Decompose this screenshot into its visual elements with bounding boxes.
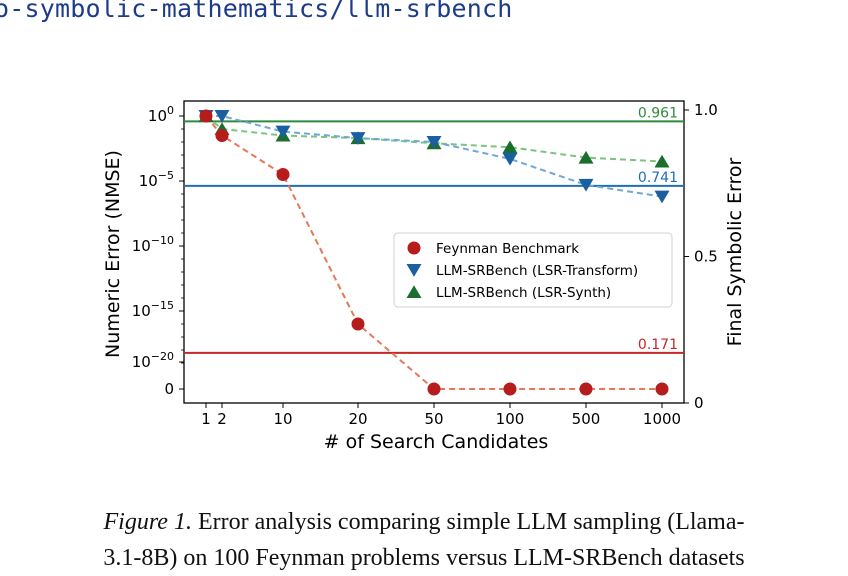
- data-point: [275, 125, 291, 139]
- repository-url: o-symbolic-mathematics/llm-srbench: [0, 0, 513, 23]
- data-point: [427, 382, 441, 396]
- x-tick-label: 100: [496, 410, 525, 428]
- data-point: [654, 190, 670, 204]
- reference-label-0.741: 0.741: [638, 170, 678, 186]
- error-analysis-chart: 0.961 0.741 0.171 1 2 10 20 50 100 500 1000 100 10−5…: [102, 100, 746, 453]
- series-line-1: [206, 115, 663, 198]
- data-point: [579, 382, 593, 396]
- figure-label: Figure 1.: [103, 509, 192, 535]
- figure-caption: Figure 1. Error analysis comparing simpl…: [0, 504, 848, 576]
- data-point: [214, 110, 230, 123]
- x-tick-label: 500: [572, 410, 601, 428]
- y2-tick-label: 0: [694, 394, 704, 412]
- x-tick-label: 2: [217, 410, 227, 428]
- data-point: [276, 168, 290, 181]
- data-point: [199, 109, 213, 123]
- y2-axis-label: Final Symbolic Error: [724, 157, 746, 346]
- legend-label: Feynman Benchmark: [436, 241, 579, 257]
- x-tick-label: 1000: [643, 410, 681, 428]
- x-tick-label: 20: [348, 410, 367, 428]
- y2-tick-label: 1.0: [694, 101, 718, 119]
- legend-marker: [406, 285, 422, 298]
- data-point: [502, 140, 518, 154]
- y-tick-label: 100: [148, 104, 174, 125]
- reference-label-0.171: 0.171: [638, 337, 678, 353]
- data-point: [578, 178, 594, 192]
- x-tick-label: 10: [273, 410, 292, 428]
- data-point: [426, 136, 442, 149]
- data-point: [654, 154, 670, 168]
- legend-marker: [407, 241, 421, 255]
- reference-label-0.961: 0.961: [638, 105, 678, 121]
- y-tick-label: 0: [164, 380, 174, 398]
- x-tick-label: 1: [201, 410, 211, 428]
- data-point: [578, 150, 594, 164]
- caption-text-1: Error analysis comparing simple LLM samp…: [197, 509, 745, 535]
- x-axis-label: # of Search Candidates: [324, 431, 549, 453]
- y-tick-label: 10−5: [139, 169, 174, 190]
- y-tick-label: 10−10: [132, 234, 174, 255]
- data-point: [502, 152, 518, 166]
- y-tick-label: 10−15: [132, 299, 174, 320]
- y-axis-label: Numeric Error (NMSE): [102, 150, 124, 358]
- data-point: [351, 317, 365, 331]
- data-point: [215, 129, 229, 142]
- caption-line-1: Figure 1. Error analysis comparing simpl…: [0, 504, 848, 540]
- legend-marker: [406, 264, 422, 277]
- y-tick-label: 10−20: [132, 350, 174, 371]
- data-point: [503, 382, 517, 396]
- legend-label: LLM-SRBench (LSR-Synth): [436, 285, 611, 301]
- y2-tick-label: 0.5: [694, 248, 718, 266]
- series-line-0: [205, 115, 662, 390]
- x-tick-label: 50: [424, 410, 443, 428]
- data-point: [655, 382, 669, 396]
- legend-label: LLM-SRBench (LSR-Transform): [436, 263, 638, 279]
- caption-line-2: 3.1-8B) on 100 Feynman problems versus L…: [103, 545, 745, 571]
- legend-box: [393, 232, 673, 308]
- data-point: [350, 132, 366, 145]
